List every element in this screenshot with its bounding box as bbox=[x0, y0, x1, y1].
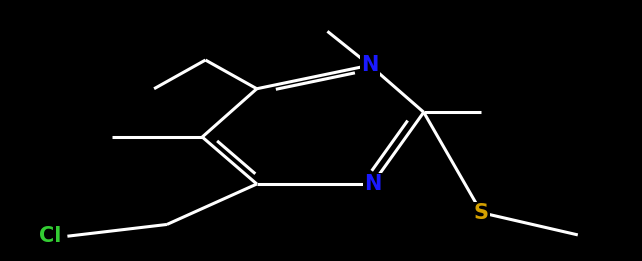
Text: S: S bbox=[474, 203, 489, 223]
Text: N: N bbox=[363, 174, 381, 194]
Text: Cl: Cl bbox=[39, 226, 61, 246]
Text: N: N bbox=[361, 55, 379, 75]
